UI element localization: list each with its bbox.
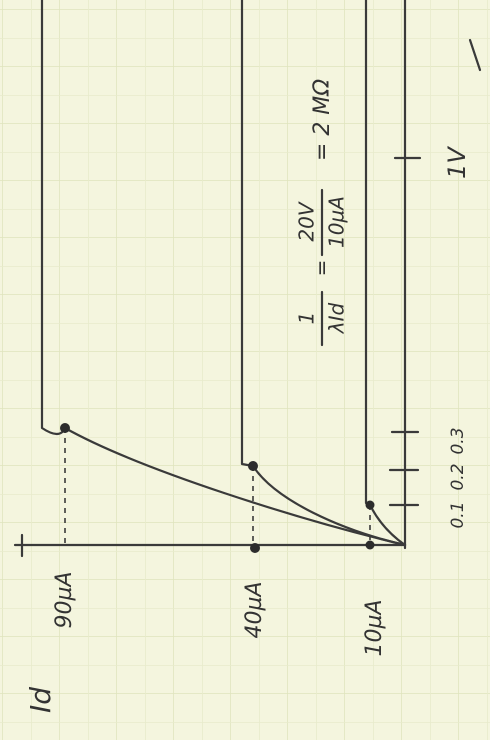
voltage-label: 0.3 (448, 427, 468, 454)
formula-part: 20V (295, 201, 319, 241)
current-label: 90µA (52, 571, 77, 628)
current-label: 40µA (242, 581, 267, 638)
sketch: Id 90µA 40µA 10µA 0.1 0.2 0.3 1V 1 λId =… (0, 0, 490, 740)
voltage-label: 0.2 (448, 463, 468, 490)
formula-part: = (310, 260, 334, 277)
formula-part: 10µA (325, 196, 349, 248)
formula-part: λId (325, 302, 349, 334)
voltage-label: 0.1 (448, 501, 468, 528)
current-label: 10µA (362, 599, 387, 656)
formula-part: = 2 MΩ (310, 79, 335, 161)
current-axis-label: Id (24, 687, 57, 713)
voltage-end-label: 1V (443, 146, 471, 179)
page: Id 90µA 40µA 10µA 0.1 0.2 0.3 1V 1 λId =… (0, 0, 490, 740)
formula-part: 1 (295, 312, 319, 325)
